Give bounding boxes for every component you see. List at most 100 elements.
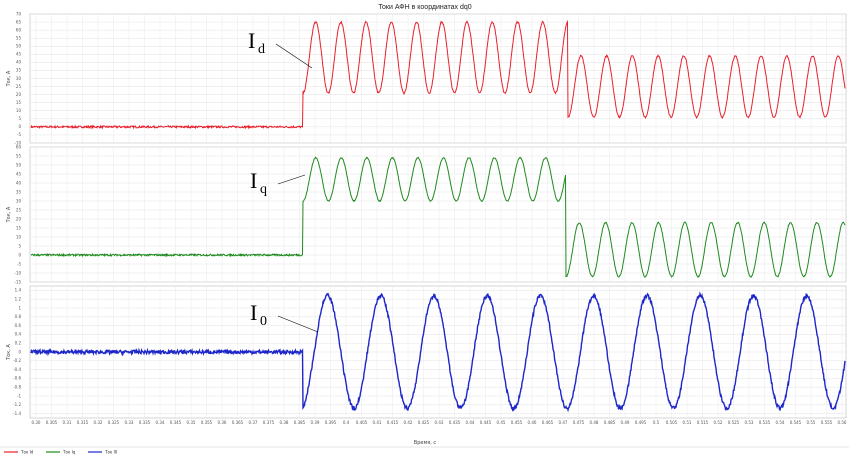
annotation-leader — [277, 315, 319, 333]
series-annotation-subscript: d — [258, 42, 265, 57]
x-tick-label: 0.34 — [156, 420, 165, 425]
x-tick-label: 0.495 — [635, 420, 647, 425]
y-tick-label: 25 — [16, 84, 22, 89]
y-tick-label: 1 — [18, 305, 21, 310]
series-line — [30, 19, 846, 130]
y-tick-label: 15 — [16, 100, 22, 105]
x-tick-label: 0.455 — [511, 420, 523, 425]
y-axis-title: Ток, А — [6, 70, 12, 87]
y-tick-label: 65 — [16, 19, 22, 24]
y-tick-label: 40 — [16, 60, 22, 65]
y-tick-label: 25 — [16, 207, 22, 212]
y-tick-label: -10 — [14, 270, 21, 275]
y-tick-label: 50 — [16, 162, 22, 167]
x-axis-title: Время, с — [414, 440, 437, 446]
y-tick-label: 1.2 — [15, 297, 22, 302]
x-tick-label: 0.35 — [187, 420, 196, 425]
series-annotation-subscript: q — [260, 182, 267, 197]
x-tick-label: 0.54 — [776, 420, 785, 425]
x-tick-label: 0.33 — [125, 420, 134, 425]
x-tick-label: 0.38 — [280, 420, 289, 425]
y-tick-label: 20 — [16, 92, 22, 97]
y-tick-label: 30 — [16, 198, 22, 203]
x-axis: 0.30 0.305 0.31 0.315 0.32 0.325 0.33 0.335 0.34… — [32, 420, 847, 425]
y-tick-label: 35 — [16, 189, 22, 194]
x-tick-label: 0.46 — [528, 420, 537, 425]
x-tick-label: 0.315 — [77, 420, 89, 425]
y-tick-label: 5 — [18, 243, 21, 248]
x-tick-label: 0.325 — [108, 420, 120, 425]
series-annotation-subscript: 0 — [260, 314, 267, 329]
x-tick-label: 0.435 — [449, 420, 461, 425]
y-tick-label: 60 — [16, 144, 22, 149]
x-tick-label: 0.4 — [343, 420, 350, 425]
x-tick-label: 0.5 — [653, 420, 660, 425]
y-tick-label: -5 — [17, 132, 21, 137]
y-tick-label: 5 — [18, 116, 21, 121]
y-tick-label: 0.6 — [15, 323, 22, 328]
x-tick-label: 0.365 — [232, 420, 244, 425]
y-tick-label: 20 — [16, 216, 22, 221]
y-tick-label: 30 — [16, 76, 22, 81]
y-tick-label: -0.6 — [13, 376, 21, 381]
y-tick-label: 0.8 — [15, 314, 22, 319]
legend-entry: Ток Iq — [62, 450, 76, 455]
x-tick-label: 0.42 — [404, 420, 413, 425]
y-tick-label: -0.4 — [13, 367, 21, 372]
y-tick-label: -5 — [17, 261, 21, 266]
chart-legend: Ток Id Ток Iq Ток I0 — [0, 446, 849, 455]
y-tick-label: 50 — [16, 44, 22, 49]
chart-title: Токи АФН в координатах dq0 — [378, 4, 471, 11]
series-annotation: I — [250, 300, 257, 325]
x-tick-label: 0.515 — [697, 420, 709, 425]
x-tick-label: 0.30 — [32, 420, 41, 425]
x-tick-label: 0.555 — [821, 420, 833, 425]
x-tick-label: 0.485 — [604, 420, 616, 425]
x-tick-label: 0.37 — [249, 420, 258, 425]
plot-area — [29, 146, 847, 283]
x-tick-label: 0.39 — [311, 420, 320, 425]
x-tick-label: 0.45 — [497, 420, 506, 425]
x-tick-label: 0.445 — [480, 420, 492, 425]
y-tick-label: 35 — [16, 68, 22, 73]
y-tick-label: 0 — [18, 252, 21, 257]
x-tick-label: 0.31 — [63, 420, 72, 425]
y-tick-label: -1.4 — [13, 411, 21, 416]
y-tick-label: 60 — [16, 27, 22, 32]
x-tick-label: 0.475 — [573, 420, 585, 425]
x-tick-label: 0.51 — [683, 420, 692, 425]
legend-entry: Ток I0 — [104, 450, 118, 455]
y-tick-label: 0 — [18, 349, 21, 354]
y-tick-label: -0.8 — [13, 385, 21, 390]
x-tick-label: 0.55 — [807, 420, 816, 425]
y-axis-title: Ток, А — [6, 206, 12, 223]
x-tick-label: 0.405 — [356, 420, 368, 425]
y-tick-label: -10 — [14, 140, 21, 145]
y-tick-label: 40 — [16, 180, 22, 185]
x-tick-label: 0.385 — [294, 420, 306, 425]
x-tick-label: 0.465 — [542, 420, 554, 425]
x-tick-label: 0.41 — [373, 420, 382, 425]
x-tick-label: 0.395 — [325, 420, 337, 425]
x-tick-label: 0.375 — [263, 420, 275, 425]
y-tick-label: 10 — [16, 234, 22, 239]
x-tick-label: 0.36 — [218, 420, 227, 425]
y-tick-label: 15 — [16, 225, 22, 230]
x-tick-label: 0.355 — [201, 420, 213, 425]
x-tick-label: 0.43 — [435, 420, 444, 425]
annotation-leader — [277, 174, 306, 185]
x-tick-label: 0.44 — [466, 420, 475, 425]
x-tick-label: 0.345 — [170, 420, 182, 425]
y-tick-label: -15 — [14, 279, 21, 284]
y-tick-label: 0.4 — [15, 332, 22, 337]
series-annotation: I — [248, 28, 255, 53]
y-tick-label: -1.2 — [13, 402, 21, 407]
series-line — [30, 291, 846, 413]
x-tick-label: 0.56 — [838, 420, 847, 425]
x-tick-label: 0.415 — [387, 420, 399, 425]
series-annotation: I — [250, 168, 257, 193]
y-tick-label: 1.4 — [15, 288, 22, 293]
annotation-leader — [275, 43, 313, 69]
